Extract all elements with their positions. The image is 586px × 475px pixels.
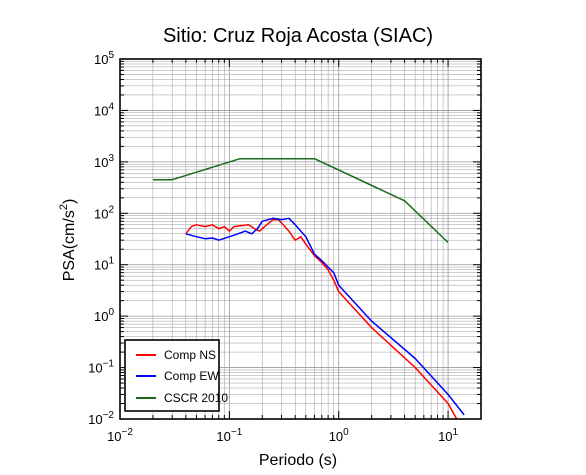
legend-label-comp-ns: Comp NS bbox=[164, 348, 216, 362]
y-tick-label: 100 bbox=[94, 307, 114, 324]
grid bbox=[119, 58, 482, 420]
legend-label-cscr-2010: CSCR 2010 bbox=[164, 391, 228, 405]
tick-marks bbox=[119, 58, 482, 420]
y-tick-label: 101 bbox=[94, 256, 114, 273]
x-tick-label: 10−1 bbox=[216, 427, 242, 444]
y-tick-label: 10−2 bbox=[88, 410, 114, 427]
y-tick-label: 104 bbox=[94, 101, 114, 118]
y-axis-label: PSA(cm/s2) bbox=[58, 199, 78, 282]
y-tick-label: 105 bbox=[94, 50, 114, 67]
y-tick-label: 103 bbox=[94, 153, 114, 170]
x-axis-label: Periodo (s) bbox=[259, 452, 337, 469]
x-tick-label: 100 bbox=[329, 427, 349, 444]
legend-label-comp-ew: Comp EW bbox=[164, 369, 219, 383]
x-tick-label: 10−2 bbox=[107, 427, 133, 444]
y-tick-label: 10−1 bbox=[88, 359, 114, 376]
series-lines bbox=[152, 157, 465, 420]
series-line-comp-ew bbox=[185, 217, 465, 416]
plot-frame bbox=[119, 58, 482, 420]
tick-labels: 10−2 10−1 100 101 10−2 10−1 100 101 102 103 104 105 bbox=[88, 50, 458, 444]
series-line-cscr-2010 bbox=[152, 157, 449, 244]
series-line-comp-ns bbox=[185, 218, 458, 420]
chart-title: Sitio: Cruz Roja Acosta (SIAC) bbox=[163, 25, 433, 47]
x-tick-label: 101 bbox=[438, 427, 458, 444]
y-tick-label: 102 bbox=[94, 204, 114, 221]
legend: Comp NS Comp EW CSCR 2010 bbox=[124, 339, 228, 412]
